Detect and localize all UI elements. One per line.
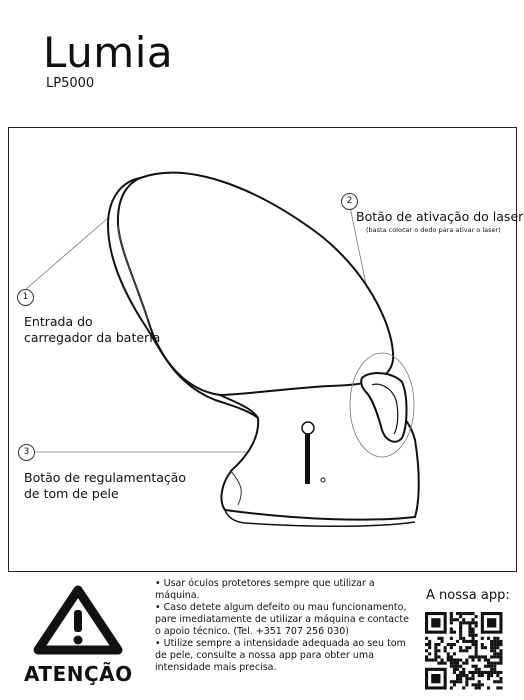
warning-text: • Usar óculos protetores sempre que util… — [155, 578, 415, 674]
warning-title: ATENÇÃO — [24, 662, 133, 686]
brand-title: Lumia — [43, 28, 174, 77]
warning-item: • Utilize sempre a intensidade adequada … — [155, 638, 406, 673]
callout-2-label: Botão de ativação do laser — [356, 209, 524, 224]
qr-code[interactable] — [425, 612, 503, 694]
warning-item: • Caso detete algum defeito ou mau funci… — [155, 602, 409, 637]
callout-2-sublabel: (basta colocar o dedo para ativar o lase… — [366, 226, 501, 234]
callout-2-number: 2 — [341, 193, 358, 210]
warning-triangle-icon — [33, 585, 123, 655]
diagram-frame — [8, 127, 517, 572]
callout-3-label: Botão de regulamentação de tom de pele — [24, 470, 187, 501]
warning-item: • Usar óculos protetores sempre que util… — [155, 578, 375, 601]
callout-1-number: 1 — [17, 289, 34, 306]
model-number: LP5000 — [46, 76, 95, 91]
app-label: A nossa app: — [426, 588, 510, 603]
callout-3-number: 3 — [18, 444, 35, 461]
callout-1-label: Entrada do carregador da bateria — [24, 314, 161, 345]
